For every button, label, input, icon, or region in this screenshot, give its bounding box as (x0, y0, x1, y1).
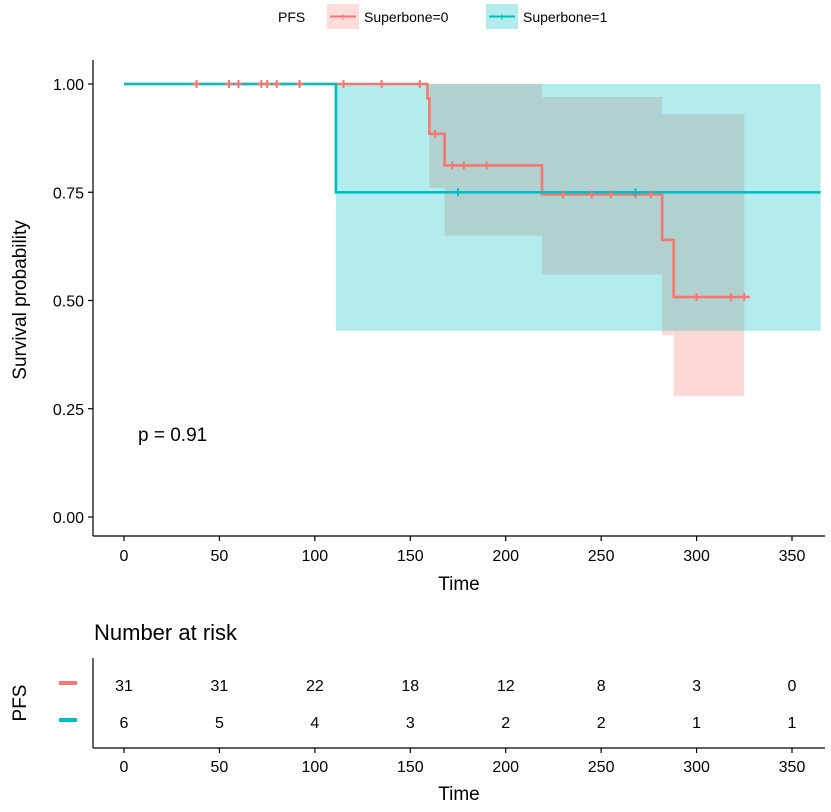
p-value-annotation: p = 0.91 (138, 425, 207, 446)
censor-marks (192, 80, 749, 302)
legend-key-group1: + (486, 4, 518, 29)
legend-key-group0: + (327, 4, 359, 29)
risk-count-group1: 6 (120, 715, 129, 732)
risk-table-cells: 31 31 22 18 12 8 3 06 5 4 3 2 2 1 1 (115, 678, 796, 732)
risk-table-x-ticks: 0 50 100 150 200 250 300 350 (120, 748, 806, 776)
risk-count-group0: 8 (597, 678, 606, 695)
risk-count-group0: 12 (497, 678, 515, 695)
censor-mark-group0 (415, 80, 424, 88)
risk-count-group1: 1 (692, 715, 701, 732)
censor-mark-group0 (448, 161, 457, 170)
x-axis-title: Time (438, 574, 480, 595)
risk-table-xlabel: Time (438, 784, 480, 805)
x-tick-label: 250 (588, 548, 615, 565)
ci-band-group1 (124, 84, 821, 331)
x-ticks: 0 50 100 150 200 250 300 350 (120, 536, 806, 565)
y-tick-label: 1.00 (53, 77, 84, 94)
x-tick-label: 50 (211, 548, 229, 565)
risk-x-tick-label: 200 (492, 759, 519, 776)
legend-label-group0: Superbone=0 (364, 9, 449, 25)
censor-mark-group1 (454, 188, 462, 197)
risk-x-tick-label: 150 (397, 759, 424, 776)
x-tick-label: 350 (779, 548, 806, 565)
confidence-bands (124, 84, 821, 396)
risk-x-tick-label: 300 (683, 759, 710, 776)
y-tick-label: 0.25 (53, 402, 84, 419)
risk-x-tick-label: 250 (588, 759, 615, 776)
risk-count-group0: 31 (115, 678, 133, 695)
censor-mark-group0 (295, 80, 304, 88)
risk-count-group0: 31 (211, 678, 229, 695)
risk-table-ylabel: PFS (10, 685, 31, 722)
censor-mark-group0 (459, 161, 468, 170)
risk-count-group0: 3 (692, 678, 701, 695)
risk-count-group1: 5 (215, 715, 224, 732)
censor-mark-group1 (631, 188, 640, 197)
censor-mark-group0 (234, 80, 243, 88)
risk-table-title: Number at risk (94, 620, 238, 645)
censor-mark-group0 (482, 161, 491, 170)
svg-text:+: + (339, 10, 346, 24)
risk-x-tick-label: 0 (120, 759, 129, 776)
x-tick-label: 100 (302, 548, 329, 565)
y-axis-title: Survival probability (10, 220, 31, 380)
censor-mark-group0 (740, 293, 749, 302)
censor-mark-group0 (339, 80, 348, 88)
y-ticks: 0.00 0.25 0.50 0.75 1.00 (53, 77, 93, 527)
risk-x-tick-label: 50 (211, 759, 229, 776)
risk-x-tick-label: 100 (302, 759, 329, 776)
censor-mark-group0 (692, 293, 701, 302)
x-tick-label: 300 (683, 548, 710, 565)
main-axes (92, 60, 825, 537)
censor-mark-group0 (646, 190, 655, 199)
risk-x-tick-label: 350 (779, 759, 806, 776)
svg-text:+: + (498, 10, 505, 24)
risk-count-group0: 18 (401, 678, 419, 695)
legend: PFS + Superbone=0 + Superbone=1 (278, 4, 608, 29)
risk-count-group0: 22 (306, 678, 324, 695)
censor-mark-group0 (431, 129, 440, 138)
censor-mark-group0 (558, 190, 567, 199)
censor-mark-group0 (272, 80, 281, 88)
censor-mark-group0 (224, 80, 233, 88)
risk-count-group0: 0 (788, 678, 797, 695)
censor-mark-group0 (587, 190, 596, 199)
y-tick-label: 0.50 (53, 294, 84, 311)
risk-count-group1: 2 (501, 715, 510, 732)
censor-mark-group0 (726, 293, 735, 302)
y-tick-label: 0.00 (53, 510, 84, 527)
risk-count-group1: 1 (788, 715, 797, 732)
legend-label-group1: Superbone=1 (523, 9, 608, 25)
legend-title: PFS (278, 9, 305, 25)
censor-mark-group0 (377, 80, 386, 88)
risk-count-group1: 2 (597, 715, 606, 732)
censor-mark-group0 (192, 80, 201, 88)
censor-mark-group0 (263, 80, 272, 88)
y-tick-label: 0.75 (53, 185, 84, 202)
risk-table: Number at risk PFS 31 31 22 18 12 8 3 06 5 4 3 2 2 1 1… (10, 620, 825, 805)
x-tick-label: 200 (492, 548, 519, 565)
ci-band-group0 (124, 84, 745, 396)
risk-count-group1: 3 (406, 715, 415, 732)
risk-count-group1: 4 (310, 715, 319, 732)
censor-mark-group0 (606, 190, 615, 199)
x-tick-label: 0 (120, 548, 129, 565)
x-tick-label: 150 (397, 548, 424, 565)
survival-curve-group0 (124, 82, 750, 299)
